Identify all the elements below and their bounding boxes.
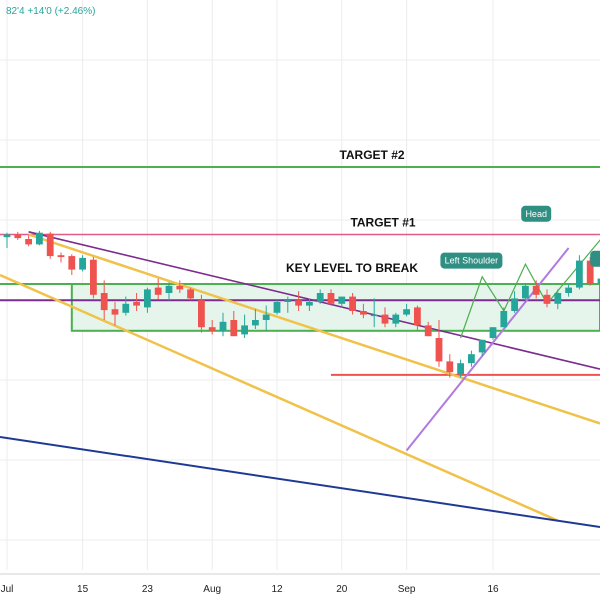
candle-body xyxy=(241,325,248,335)
candle-body xyxy=(489,327,497,338)
candle-body xyxy=(144,289,151,308)
candle-body xyxy=(154,287,162,295)
target-1-label: TARGET #1 xyxy=(350,216,415,230)
x-tick-label: Aug xyxy=(203,584,221,595)
candle-body xyxy=(597,278,600,284)
candle-body xyxy=(198,300,205,328)
rising-neckline xyxy=(405,247,570,452)
candle-body xyxy=(36,232,43,245)
candle-body xyxy=(468,354,475,364)
candle-body xyxy=(576,260,583,288)
head-label-box xyxy=(521,205,552,222)
candle-body xyxy=(586,260,594,284)
left-shoulder-label-box xyxy=(440,252,503,269)
candle-body xyxy=(252,320,259,326)
candle-body xyxy=(25,239,32,245)
candle-body xyxy=(381,314,389,324)
key-level-label: KEY LEVEL TO BREAK xyxy=(286,261,418,275)
candle-body xyxy=(284,300,292,302)
trend-lines xyxy=(0,166,600,528)
x-tick-label: 16 xyxy=(487,584,499,595)
right-shoulder-label-box xyxy=(590,250,600,267)
candle-body xyxy=(57,255,65,257)
candle-body xyxy=(176,285,184,290)
candle-body xyxy=(392,314,400,324)
target-2-label: TARGET #2 xyxy=(339,148,404,162)
candle-body xyxy=(543,294,551,304)
candle-body xyxy=(522,285,529,299)
x-tick-label: Sep xyxy=(398,584,416,595)
candle-body xyxy=(208,327,216,331)
x-tick-label: 23 xyxy=(142,584,154,595)
x-tick-label: Jul xyxy=(1,584,14,595)
candle-body xyxy=(316,293,324,302)
candle-body xyxy=(424,325,432,337)
head-label: Head xyxy=(525,209,547,219)
candle-body xyxy=(68,256,76,270)
candle-body xyxy=(122,303,130,313)
channel-lower-line xyxy=(0,273,559,522)
candle-body xyxy=(435,338,443,362)
candle-body xyxy=(230,320,238,337)
candle-body xyxy=(133,302,140,306)
candle-body xyxy=(90,259,97,295)
quote-text: 82'4 +14'0 (+2.46%) xyxy=(6,6,95,17)
candle-body xyxy=(295,300,302,306)
candle-body xyxy=(327,293,335,304)
candle-body xyxy=(565,287,572,293)
candle-body xyxy=(554,293,562,304)
candle-body xyxy=(511,298,518,311)
head-and-shoulders-outline xyxy=(460,239,600,339)
channel-upper-line xyxy=(28,233,600,425)
left-shoulder-label: Left Shoulder xyxy=(445,256,499,266)
candle-body xyxy=(532,285,540,295)
candle-body xyxy=(338,296,346,304)
candle-body xyxy=(446,361,454,373)
candles xyxy=(3,230,600,378)
candle-body xyxy=(100,293,108,311)
long-term-trendline xyxy=(0,436,600,528)
candle-body xyxy=(79,257,86,270)
x-tick-label: 12 xyxy=(271,584,283,595)
candle-body xyxy=(306,302,313,306)
candle-body xyxy=(46,233,54,257)
candle-body xyxy=(500,311,508,328)
candle-body xyxy=(273,302,281,313)
candle-body xyxy=(360,311,367,315)
annotations: TARGET #2 TARGET #1 KEY LEVEL TO BREAK Left… xyxy=(286,148,600,275)
x-tick-label: 20 xyxy=(336,584,348,595)
x-tick-label: 15 xyxy=(77,584,89,595)
x-axis: Jul 15 23 Aug 12 20 Sep 16 xyxy=(0,573,600,595)
candle-body xyxy=(262,314,270,320)
descending-trendline xyxy=(28,231,600,370)
candle-body xyxy=(478,339,486,353)
candle-body xyxy=(349,296,356,311)
candle-body xyxy=(111,309,119,315)
candle-body xyxy=(3,234,11,238)
candle-body xyxy=(187,289,194,299)
candle-body xyxy=(414,307,421,326)
candle-body xyxy=(403,309,410,315)
candle-body xyxy=(165,285,173,293)
candle-body xyxy=(370,314,378,317)
candle-body xyxy=(219,321,227,331)
candle-body xyxy=(14,234,22,239)
candle-body xyxy=(457,363,464,374)
